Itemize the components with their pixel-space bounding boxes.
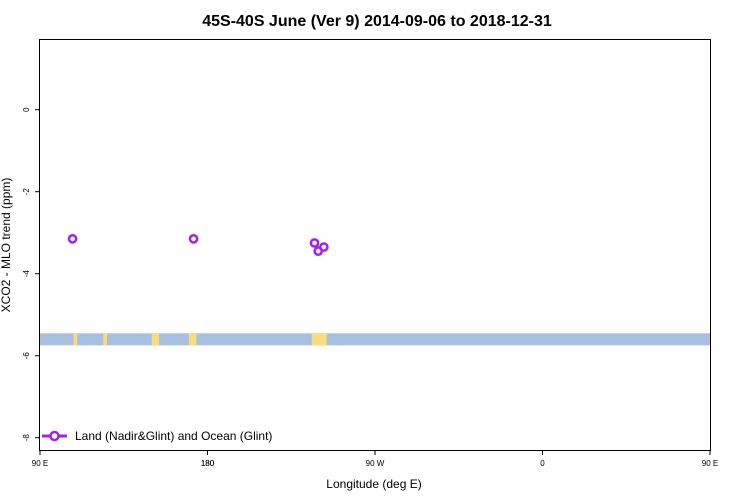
y-tick-label-0: 0	[22, 107, 31, 112]
y-tick-label-4: -8	[22, 434, 31, 442]
map-land-4	[151, 333, 160, 346]
data-point-0-0	[188, 234, 199, 244]
legend-label: Land (Nadir&Glint) and Ocean (Glint)	[75, 429, 272, 443]
data-point-0-3	[318, 242, 329, 252]
map-land-3	[73, 333, 78, 346]
data-point-0-4	[67, 234, 78, 244]
map-strip	[40, 333, 710, 346]
x-axis-label: Longitude (deg E)	[326, 477, 421, 491]
x-tick-label-5: 180	[201, 459, 215, 468]
legend-marker	[49, 430, 60, 442]
chart-title: 45S-40S June (Ver 9) 2014-09-06 to 2018-…	[202, 13, 552, 30]
x-tick-label-2: 90 W	[366, 459, 385, 468]
y-tick-label-2: -4	[22, 270, 31, 278]
map-land-2	[311, 333, 327, 346]
map-land-1	[188, 333, 197, 346]
data-point-0-1	[309, 238, 320, 248]
map-ocean-band	[40, 333, 710, 346]
series-points	[67, 234, 329, 256]
y-tick-label-1: -2	[22, 188, 31, 196]
map-land-0	[103, 333, 107, 346]
legend: Land (Nadir&Glint) and Ocean (Glint)	[42, 429, 272, 443]
y-axis-label: XCO2 - MLO trend (ppm)	[0, 178, 13, 313]
x-tick-label-4: 90 E	[702, 459, 718, 468]
x-tick-label-3: 0	[540, 459, 545, 468]
x-tick-label-0: 90 E	[32, 459, 48, 468]
plot-frame	[39, 39, 711, 451]
y-axis: 0 -2 -4 -6 -8	[22, 107, 40, 441]
x-tick-label-1: 180	[201, 459, 215, 468]
y-tick-label-3: -6	[22, 352, 31, 360]
